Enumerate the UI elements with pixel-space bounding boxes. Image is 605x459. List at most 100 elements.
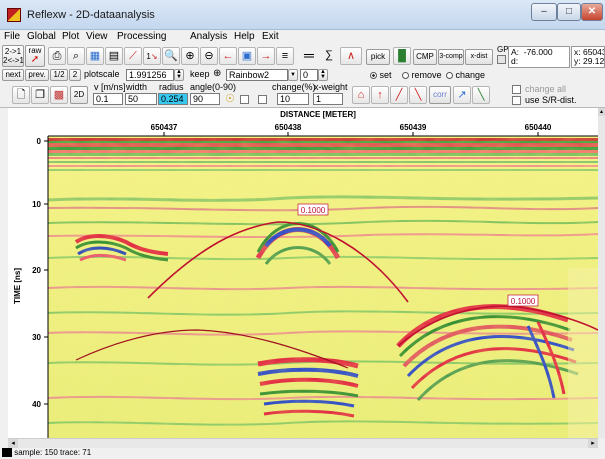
radio-set-option[interactable]: set — [370, 70, 392, 80]
menu-exit[interactable]: Exit — [262, 31, 279, 42]
plotscale-spinner[interactable]: ▲ ▼ — [174, 69, 184, 81]
use-sr-dist-label: use S/R-dist. — [525, 95, 577, 105]
zoom-icon[interactable]: 🔍 — [162, 47, 180, 65]
horizontal-scrollbar[interactable]: ◂ ▸ — [8, 438, 598, 448]
hyperbola-label-box-2 — [507, 294, 539, 307]
backslash-icon[interactable]: ╲ — [472, 86, 490, 104]
menu-processing[interactable]: Processing — [117, 31, 167, 42]
radius-input[interactable]: 0.254 — [158, 93, 188, 105]
window-icon[interactable]: ▤ — [105, 47, 123, 65]
hyperbola-label-box-1 — [297, 203, 329, 216]
colorscale-select[interactable]: Rainbow2 — [226, 69, 288, 81]
change-all-checkbox[interactable] — [512, 85, 521, 94]
left-arrow-icon[interactable]: ← — [219, 47, 237, 65]
menu-file[interactable]: File — [4, 31, 21, 42]
minimize-button[interactable]: – — [531, 3, 557, 21]
magnify-page-icon[interactable]: ⌕ — [67, 47, 85, 65]
page-icon[interactable]: 🗋 — [12, 86, 30, 104]
colorscale-dropdown-icon[interactable]: ▼ — [288, 69, 298, 81]
line-draw-icon[interactable]: ╱ — [390, 86, 408, 104]
2d-button[interactable]: 2D — [70, 86, 88, 104]
page-copy-icon[interactable]: ❐ — [31, 86, 49, 104]
half-button[interactable]: 1/2 — [50, 69, 68, 81]
hyperbola-move-icon[interactable]: ↑ — [371, 86, 389, 104]
scroll-up-icon[interactable]: ▴ — [598, 108, 605, 116]
left-tick-label-2: 20 — [32, 266, 41, 275]
radio-remove-option[interactable]: remove — [402, 70, 442, 80]
option-checkbox-1[interactable] — [240, 95, 249, 104]
cmp-button[interactable]: CMP — [413, 49, 437, 65]
radio-set-label: set — [379, 70, 392, 80]
top-axis-title: DISTANCE [METER] — [280, 110, 356, 119]
corr-button[interactable]: corr — [429, 86, 451, 104]
fitted-hyperbola-2[interactable] — [75, 329, 349, 369]
menu-view[interactable]: View — [86, 31, 108, 42]
next-button[interactable]: next — [2, 69, 24, 81]
menu-plot[interactable]: Plot — [62, 31, 80, 42]
hyperbola-tool-icon[interactable]: ∧ — [340, 47, 362, 65]
slash-icon[interactable]: ⟋ — [124, 47, 142, 65]
radio-remove-label: remove — [411, 70, 442, 80]
scroll-right-icon[interactable]: ▸ — [588, 439, 598, 448]
hyperbola-velocity-label-1: 0.1000 — [301, 206, 326, 215]
radargram-plot[interactable]: 0.1000 0.1000 DISTANCE [METER] 650437 65… — [8, 108, 598, 438]
width-input[interactable]: 50 — [125, 93, 157, 105]
x-weight-input[interactable]: 1 — [313, 93, 343, 105]
toolbar-main: 2->1 2<->1 raw ➚ ⎙ ⌕ ▦ ▤ ⟋ 1↘ 🔍 ⊕ ⊖ ← ▣ … — [0, 44, 605, 68]
menu-help[interactable]: Help — [234, 31, 255, 42]
close-button[interactable]: ✕ — [581, 3, 603, 21]
printer-icon[interactable]: ⎙ — [48, 47, 66, 65]
menu-global[interactable]: Global — [27, 31, 56, 42]
color-offset-spinner[interactable]: ▲ ▼ — [318, 69, 328, 81]
scale-icon[interactable]: 1↘ — [143, 47, 161, 65]
pick-button[interactable]: pick — [366, 49, 390, 65]
zoom-in-out-icon[interactable]: ⊖ — [200, 47, 218, 65]
gps-checkbox[interactable] — [497, 55, 506, 64]
zoom-plus-icon[interactable]: ⊕ — [181, 47, 199, 65]
menu-analysis[interactable]: Analysis — [190, 31, 228, 42]
raw-label: raw — [28, 46, 42, 55]
scroll-left-icon[interactable]: ◂ — [8, 439, 18, 448]
toolbar-plot: next prev. 1/2 2 plotscale 1.991256 ▲ ▼ k… — [0, 68, 605, 82]
sum-icon[interactable]: ∑ — [325, 49, 333, 61]
change-all-label: change all — [525, 84, 567, 94]
two-button[interactable]: 2 — [69, 69, 81, 81]
fitted-hyperbola-1[interactable] — [147, 221, 409, 303]
top-tick-label-3: 650440 — [525, 123, 552, 132]
left-tick-label-1: 10 — [32, 200, 41, 209]
change-percent-input[interactable]: 10 — [277, 93, 309, 105]
left-axis-ticks: 0 10 20 30 40 — [32, 137, 48, 409]
maximize-button[interactable]: □ — [557, 3, 581, 21]
xdist-button[interactable]: x-dist — [465, 49, 493, 65]
pattern-icon[interactable]: ≡ — [276, 47, 294, 65]
top-tick-label-2: 650439 — [400, 123, 427, 132]
vertical-scrollbar[interactable]: ▴ — [598, 108, 605, 438]
save-icon[interactable]: ▩ — [50, 86, 68, 104]
texture-overlay — [48, 136, 598, 438]
width-label: width — [126, 82, 148, 92]
window-title: Reflexw - 2D-dataanalysis — [27, 9, 155, 21]
use-sr-dist-checkbox[interactable] — [512, 96, 521, 105]
right-arrow-icon[interactable]: → — [257, 47, 275, 65]
raw-button[interactable]: raw ➚ — [25, 45, 45, 67]
prev-button[interactable]: prev. — [25, 69, 49, 81]
hyperbola-fit-icon[interactable]: ⌂ — [352, 86, 370, 104]
frame-icon[interactable]: ▣ — [238, 47, 256, 65]
cmp-stack-icon[interactable]: █ — [393, 47, 411, 65]
option-checkbox-2[interactable] — [258, 95, 267, 104]
colorpage-icon[interactable]: ▦ — [86, 47, 104, 65]
plotscale-input[interactable]: 1.991256 — [126, 69, 174, 81]
keep-zoom-icon[interactable]: ⊕ — [213, 68, 222, 79]
cursor-coordinate-readout: x: 650437 y: 29.127 — [571, 46, 605, 68]
trace-nav-button[interactable]: 2->1 2<->1 — [2, 45, 24, 67]
radio-change-option[interactable]: change — [446, 70, 485, 80]
angle-input[interactable]: 90 — [190, 93, 220, 105]
velocity-input[interactable]: 0.1 — [93, 93, 123, 105]
lightbulb-icon[interactable]: ☉ — [225, 93, 235, 105]
radargram-svg[interactable]: 0.1000 0.1000 DISTANCE [METER] 650437 65… — [8, 108, 598, 438]
diffraction-icon[interactable]: ╲ — [409, 86, 427, 104]
chart-icon[interactable]: ↗ — [453, 86, 471, 104]
color-offset-input[interactable]: 0 — [300, 69, 318, 81]
layer-icon[interactable]: ═ — [304, 47, 314, 63]
3comp-button[interactable]: 3-comp — [438, 49, 464, 65]
